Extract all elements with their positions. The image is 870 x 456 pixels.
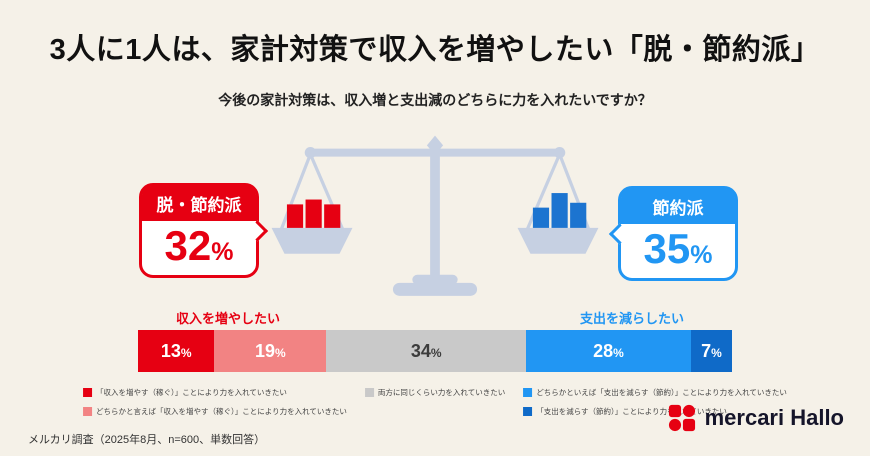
survey-question: 今後の家計対策は、収入増と支出減のどちらに力を入れたいですか？ bbox=[218, 92, 652, 108]
callout-anti-saver: 脱・節約派 32% bbox=[139, 183, 269, 279]
increase-income-group-label: 収入を増やしたい bbox=[176, 311, 281, 326]
callout-anti-saver-label: 脱・節約派 bbox=[142, 186, 256, 221]
left-pan-bars-icon bbox=[286, 199, 341, 229]
callout-saver-value: 35% bbox=[643, 225, 713, 272]
legend-label: 「支出を減らす（節約）」ことにより力を入れていきたい bbox=[536, 407, 727, 416]
bar-segment: 19% bbox=[214, 330, 327, 372]
callout-saver: 節約派 35% bbox=[608, 186, 738, 282]
source-note: メルカリ調査（2025年8月、n=600、単数回答） bbox=[28, 434, 266, 446]
legend-swatch bbox=[83, 407, 93, 416]
balance-scale-icon bbox=[271, 135, 599, 296]
decrease-spending-group-label: 支出を減らしたい bbox=[580, 311, 685, 326]
legend-label: 「収入を増やす（稼ぐ）」ことにより力を入れていきたい bbox=[96, 388, 287, 397]
bar-segment: 7% bbox=[690, 330, 732, 372]
legend-label: どちらかと言えば「収入を増やす（稼ぐ）」ことにより力を入れていきたい bbox=[96, 407, 347, 416]
legend-item-both-equally: 両方に同じくらい力を入れていきたい bbox=[364, 387, 506, 398]
callout-saver-label: 節約派 bbox=[621, 189, 735, 224]
legend-label: どちらかといえば「支出を減らす（節約）」ことにより力を入れていきたい bbox=[536, 388, 787, 397]
legend-item-decrease-spending: 「支出を減らす（節約）」ことにより力を入れていきたい bbox=[523, 406, 787, 417]
legend-swatch bbox=[523, 407, 533, 416]
legend-swatch bbox=[523, 388, 533, 397]
legend-label: 両方に同じくらい力を入れていきたい bbox=[377, 388, 506, 397]
legend-item-increase-income: 「収入を増やす（稼ぐ）」ことにより力を入れていきたい bbox=[83, 387, 347, 398]
mercari-hallo-logo-mark-icon bbox=[668, 404, 695, 432]
bar-segment: 28% bbox=[526, 330, 691, 372]
legend: 「収入を増やす（稼ぐ）」ことにより力を入れていきたい 両方に同じくらい力を入れて… bbox=[83, 387, 787, 417]
legend-swatch bbox=[83, 388, 93, 397]
legend-item-rather-decrease-spending: どちらかといえば「支出を減らす（節約）」ことにより力を入れていきたい bbox=[523, 387, 787, 398]
mercari-hallo-logo-text: mercari Hallo bbox=[704, 405, 844, 430]
mercari-hallo-logo: mercari Hallo bbox=[668, 404, 844, 432]
stacked-bar: 13% 19% 34% 28% 7% bbox=[138, 330, 732, 372]
legend-item-rather-increase-income: どちらかと言えば「収入を増やす（稼ぐ）」ことにより力を入れていきたい bbox=[83, 406, 347, 417]
bar-segment: 13% bbox=[138, 330, 215, 372]
callout-anti-saver-value: 32% bbox=[164, 222, 234, 269]
balance-scale-illustration bbox=[265, 134, 605, 312]
right-pan-bars-icon bbox=[532, 193, 587, 229]
page-title: 3人に1人は、家計対策で収入を増やしたい「脱・節約派」 bbox=[49, 34, 821, 66]
legend-swatch bbox=[364, 388, 374, 397]
bar-segment: 34% bbox=[326, 330, 527, 372]
